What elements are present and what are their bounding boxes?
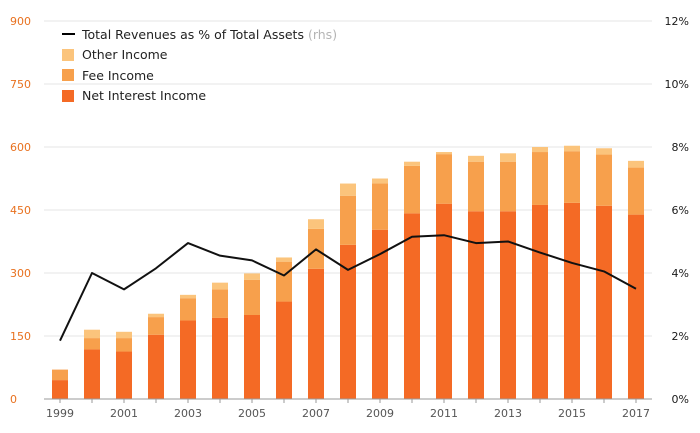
legend-fee-swatch [62,69,74,82]
y-left-tick-label: 750 [10,78,31,91]
bar-net-interest-income [340,244,356,399]
x-tick-label: 2013 [494,407,522,420]
y-left-tick-label: 450 [10,204,31,217]
bar-net-interest-income [564,202,580,399]
legend-nii-label: Net Interest Income [82,88,207,104]
bar-net-interest-income [52,380,68,399]
bar-other-income [436,152,452,155]
y-left-tick-label: 600 [10,141,31,154]
x-tick-label: 2011 [430,407,458,420]
bar-net-interest-income [628,214,644,399]
bar-net-interest-income [436,203,452,399]
bar-fee-income [532,152,548,205]
legend-other-swatch [62,48,74,61]
bar-fee-income [212,289,228,318]
bar-net-interest-income [276,301,292,399]
bar-net-interest-income [148,334,164,399]
y-left-tick-label: 150 [10,330,31,343]
bar-other-income [596,148,612,155]
y-right-tick-label: 2% [672,330,689,343]
x-tick-label: 2007 [302,407,330,420]
bar-other-income [340,183,356,196]
bar-fee-income [564,151,580,203]
bar-net-interest-income [596,205,612,399]
bar-other-income [404,161,420,166]
y-right-tick-label: 0% [672,393,689,406]
bar-other-income [372,178,388,184]
legend: Total Revenues as % of Total Assets (rhs… [62,24,337,106]
x-tick-label: 2015 [558,407,586,420]
bar-fee-income [340,195,356,245]
bar-net-interest-income [404,213,420,399]
bar-net-interest-income [116,351,132,399]
legend-nii-swatch [62,89,74,102]
bar-fee-income [468,161,484,212]
bar-net-interest-income [212,317,228,399]
legend-rhs-note: (rhs) [307,26,338,42]
bar-fee-income [180,298,196,321]
legend-item-net-interest-income: Net Interest Income [62,86,337,107]
bar-other-income [212,282,228,290]
bar-fee-income [596,154,612,206]
bar-other-income [180,294,196,299]
bar-other-income [532,147,548,153]
y-left-tick-label: 300 [10,267,31,280]
y-right-tick-label: 10% [665,78,689,91]
x-tick-label: 2001 [110,407,138,420]
x-tick-label: 2005 [238,407,266,420]
bar-other-income [564,145,580,152]
bar-fee-income [500,161,516,212]
bar-fee-income [372,183,388,230]
x-tick-label: 2017 [622,407,650,420]
bar-net-interest-income [468,211,484,399]
bar-fee-income [628,167,644,215]
bar-other-income [628,160,644,168]
bar-fee-income [52,369,68,381]
bar-other-income [468,155,484,162]
bar-other-income [116,331,132,339]
bar-other-income [84,329,100,339]
bar-fee-income [276,261,292,302]
bar-net-interest-income [180,320,196,399]
bar-other-income [148,313,164,318]
legend-line-swatch [62,33,75,36]
bar-other-income [244,273,260,280]
bar-fee-income [244,279,260,315]
bar-net-interest-income [532,204,548,399]
bar-other-income [276,257,292,262]
bar-fee-income [436,154,452,204]
y-right-tick-label: 4% [672,267,689,280]
bar-net-interest-income [244,315,260,399]
x-tick-label: 1999 [46,407,74,420]
bar-fee-income [148,317,164,335]
legend-item-other-income: Other Income [62,45,337,66]
y-right-tick-label: 6% [672,204,689,217]
bar-net-interest-income [372,229,388,399]
bar-other-income [308,219,324,229]
y-left-tick-label: 900 [10,15,31,28]
legend-other-label: Other Income [82,47,168,63]
bar-fee-income [84,338,100,350]
bar-fee-income [116,338,132,352]
bar-net-interest-income [500,211,516,399]
bar-net-interest-income [84,349,100,399]
bar-other-income [500,153,516,162]
y-right-tick-label: 12% [665,15,689,28]
bar-net-interest-income [308,268,324,399]
y-right-tick-label: 8% [672,141,689,154]
legend-fee-label: Fee Income [82,67,154,83]
x-tick-label: 2003 [174,407,202,420]
legend-line-label: Total Revenues as % of Total Assets [82,26,304,42]
x-tick-label: 2009 [366,407,394,420]
legend-item-fee-income: Fee Income [62,65,337,86]
bar-fee-income [404,165,420,214]
y-left-tick-label: 0 [10,393,17,406]
legend-item-revenue-line: Total Revenues as % of Total Assets (rhs… [62,24,337,45]
